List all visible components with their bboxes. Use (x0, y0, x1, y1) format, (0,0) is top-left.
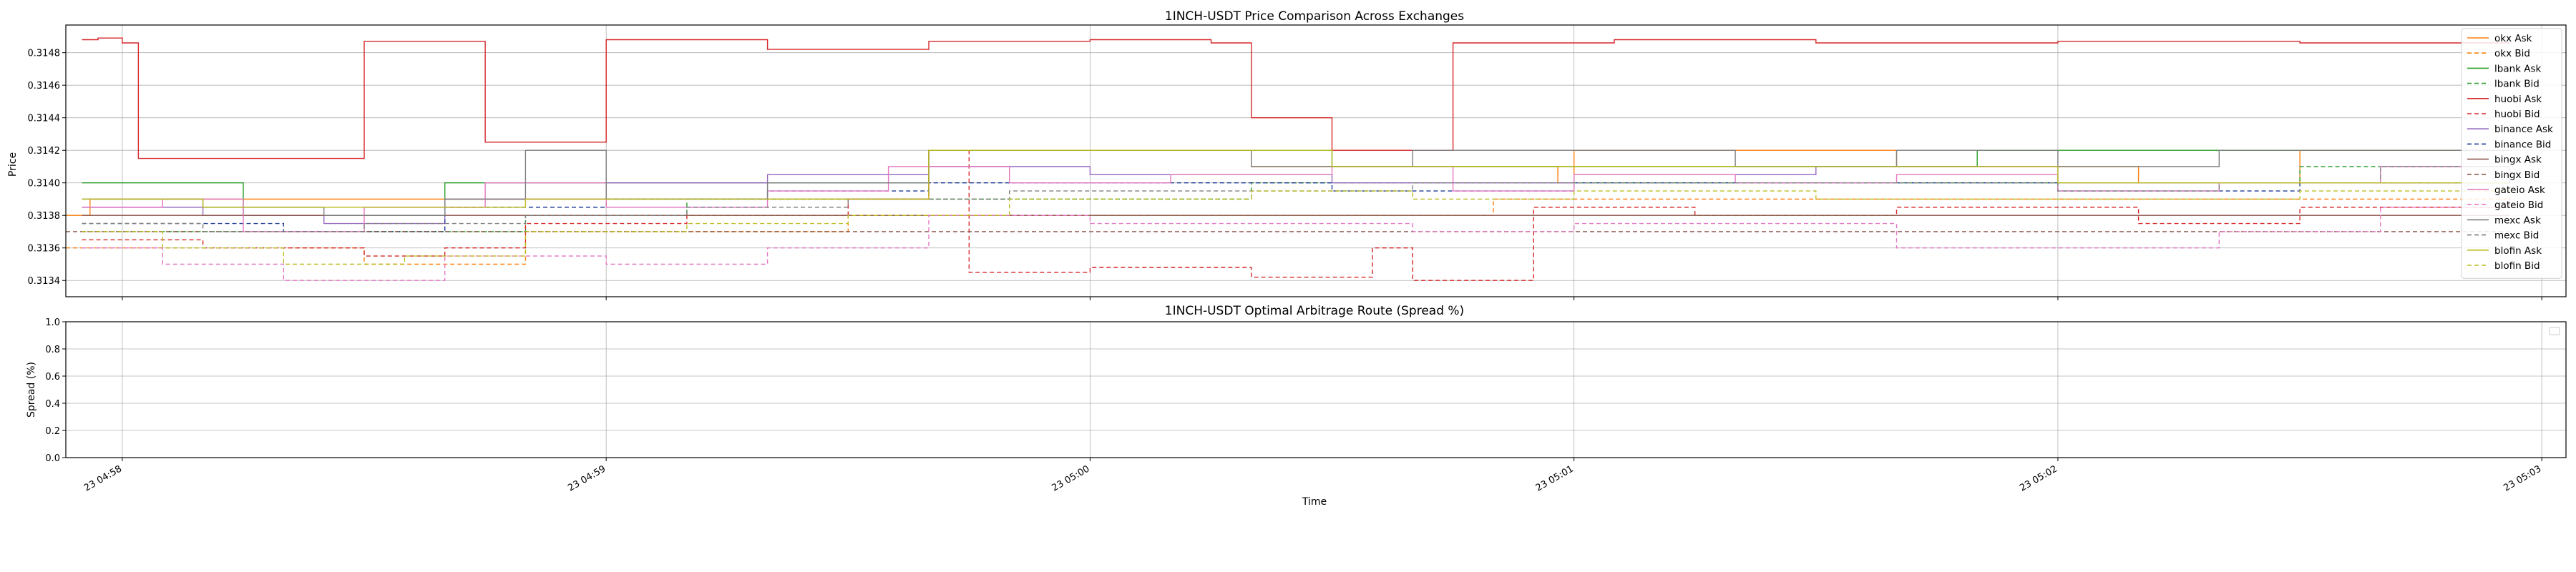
legend-label: mexc Ask (2494, 214, 2541, 226)
price-ytick-label: 0.3146 (28, 81, 61, 92)
spread-xtick-label: 23 05:00 (1050, 463, 1092, 493)
spread-ytick-label: 0.4 (45, 399, 60, 410)
price-ytick-label: 0.3144 (28, 114, 61, 124)
price-ytick-label: 0.3148 (28, 49, 61, 59)
legend-label: huobi Ask (2494, 94, 2542, 105)
price-ytick-label: 0.3140 (28, 179, 61, 189)
price-chart-ylabel: Price (7, 152, 19, 177)
legend-label: lbank Bid (2494, 79, 2540, 90)
spread-chart-empty-legend (2549, 327, 2560, 335)
legend-label: gateio Ask (2494, 184, 2545, 196)
series-line-blofin-ask (82, 149, 2510, 208)
spread-ytick-label: 0.8 (45, 345, 60, 355)
legend-label: huobi Bid (2494, 109, 2540, 120)
spread-chart-title: 1INCH-USDT Optimal Arbitrage Route (Spre… (1165, 304, 1464, 318)
price-chart-series (66, 37, 2510, 281)
price-chart-title: 1INCH-USDT Price Comparison Across Excha… (1165, 9, 1464, 24)
legend-label: binance Bid (2494, 139, 2551, 150)
price-comparison-chart: 1INCH-USDT Price Comparison Across Excha… (7, 9, 2567, 300)
spread-ytick-label: 0.0 (45, 453, 60, 464)
price-chart-yticks: 0.3134 0.3136 0.3138 0.3140 0.3142 0.3144 0.31… (28, 49, 66, 287)
legend-label: lbank Ask (2494, 63, 2542, 74)
spread-chart-xlabel: Time (1302, 496, 1327, 508)
price-chart-legend: okx Ask okx Bid lbank Ask lbank Bid huobi As… (2461, 28, 2562, 279)
spread-chart-grid (66, 321, 2566, 458)
spread-xtick-label: 23 04:59 (566, 463, 608, 493)
spread-chart-ylabel: Spread (%) (26, 362, 37, 418)
price-ytick-label: 0.3136 (28, 244, 61, 255)
price-ytick-label: 0.3138 (28, 211, 61, 222)
legend-label: okx Bid (2494, 48, 2530, 59)
spread-ytick-label: 0.6 (45, 372, 60, 383)
price-ytick-label: 0.3134 (28, 276, 61, 287)
spread-xtick-label: 23 05:01 (1534, 463, 1576, 493)
spread-chart-yticks: 0.0 0.2 0.4 0.6 0.8 1.0 (45, 317, 66, 464)
price-ytick-label: 0.3142 (28, 146, 61, 157)
legend-label: binance Ask (2494, 124, 2553, 135)
spread-xtick-label: 23 05:02 (2018, 463, 2059, 493)
legend-label: mexc Bid (2494, 230, 2539, 242)
series-line-huobi-ask (82, 37, 2510, 159)
legend-label: blofin Ask (2494, 245, 2542, 257)
legend-label: gateio Bid (2494, 199, 2543, 211)
series-line-blofin-bid (82, 190, 2510, 265)
spread-ytick-label: 1.0 (45, 317, 60, 328)
legend-label: bingx Bid (2494, 169, 2540, 181)
spread-ytick-label: 0.2 (45, 426, 60, 437)
price-chart-xticks (122, 297, 2542, 300)
legend-box (2461, 28, 2562, 279)
price-chart-frame (65, 24, 2567, 297)
spread-xtick-label: 23 04:58 (82, 463, 124, 493)
series-line-gateio-bid (82, 199, 2510, 281)
legend-label: blofin Bid (2494, 260, 2540, 272)
spread-chart-frame (65, 321, 2567, 458)
spread-chart-xticks: 23 04:58 23 04:59 23 05:00 23 05:01 23 05:02… (82, 458, 2543, 494)
series-line-mexc-bid (82, 166, 2510, 232)
spread-chart: 1INCH-USDT Optimal Arbitrage Route (Spre… (26, 304, 2567, 508)
series-line-huobi-bid (82, 149, 2510, 281)
legend-label: bingx Ask (2494, 154, 2542, 166)
spread-xtick-label: 23 05:03 (2502, 463, 2543, 493)
legend-label: okx Ask (2494, 33, 2532, 44)
